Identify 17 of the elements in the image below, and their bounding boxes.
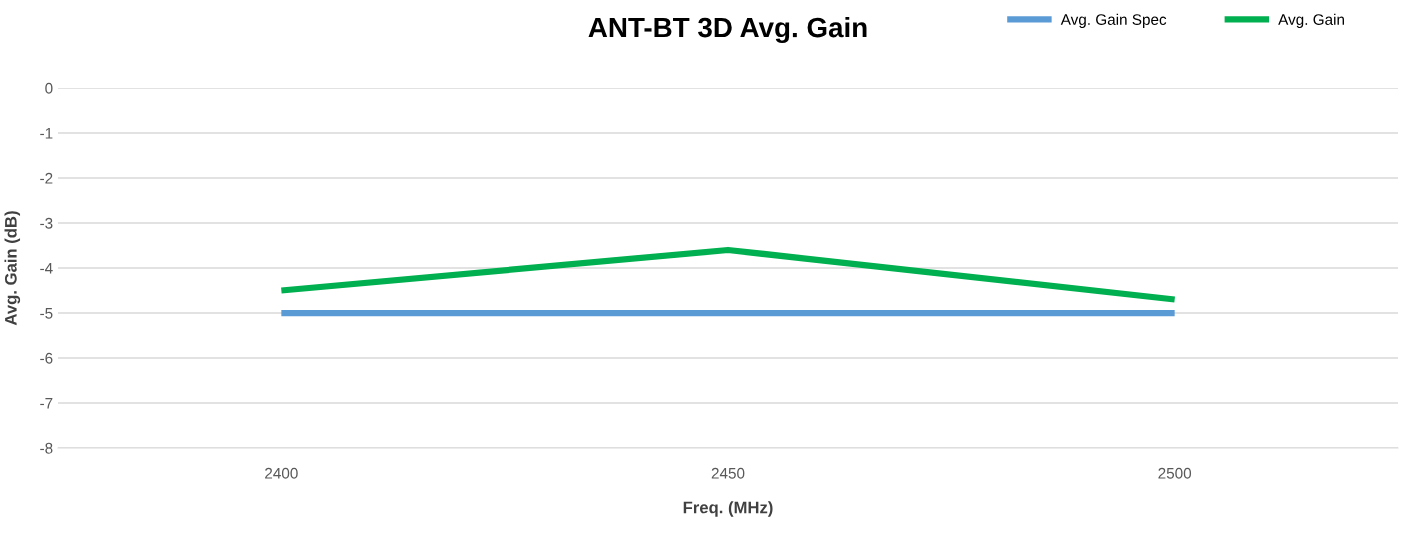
y-tick-label: -7: [40, 398, 53, 409]
x-axis-title: Freq. (MHz): [683, 501, 773, 517]
y-tick-label: -8: [40, 442, 53, 454]
y-tick-label: -6: [40, 352, 53, 364]
y-tick-label: -4: [40, 263, 53, 274]
x-tick-label: 2500: [1158, 467, 1192, 479]
y-tick-label: -2: [40, 172, 53, 184]
y-tick-label: -1: [40, 128, 53, 139]
x-tick-label: 2400: [265, 467, 298, 479]
x-tick-label: 2450: [711, 467, 745, 479]
chart-title: ANT-BT 3D Avg. Gain: [588, 16, 867, 44]
y-tick-label: -3: [40, 217, 53, 229]
y-tick-label: 0: [45, 82, 53, 94]
legend-label: Avg. Gain Spec: [1060, 13, 1167, 28]
legend-label: Avg. Gain: [1278, 13, 1344, 28]
y-tick-label: -5: [40, 308, 53, 319]
y-axis-title: Avg. Gain (dB): [4, 211, 21, 326]
